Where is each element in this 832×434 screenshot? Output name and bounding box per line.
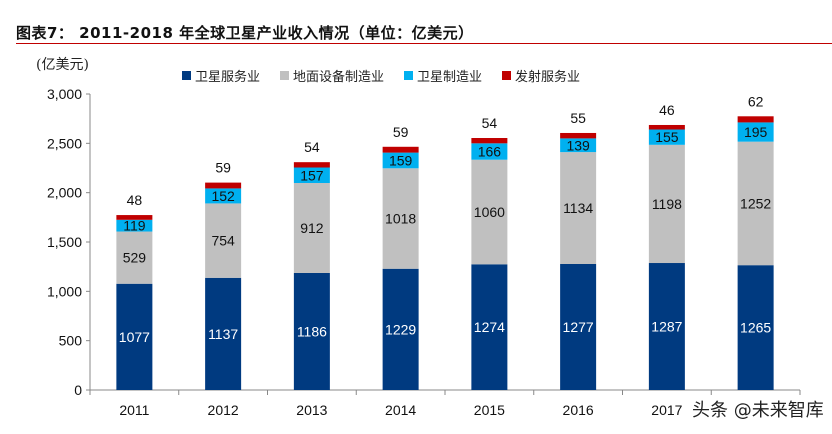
data-label: 912: [300, 220, 324, 236]
data-label: 1252: [740, 195, 771, 211]
y-tick-label: 2,000: [47, 185, 82, 201]
bar-segment: [471, 264, 508, 390]
y-axis-unit-label: (亿美元): [36, 57, 89, 73]
figure-title: 图表7： 2011-2018 年全球卫星产业收入情况（单位：亿美元）: [16, 24, 474, 42]
bar-segment: [205, 182, 242, 189]
legend-item: 发射服务业: [502, 66, 580, 85]
y-tick-label: 1,500: [47, 234, 82, 250]
bar-segment: [293, 272, 330, 390]
bar-segment: [205, 203, 242, 278]
bar-segment: [648, 263, 685, 390]
data-label: 195: [744, 124, 768, 140]
data-label: 55: [570, 110, 586, 126]
data-label: 157: [300, 167, 324, 183]
bar-segment: [382, 268, 419, 390]
legend-label: 卫星制造业: [417, 70, 483, 85]
data-label: 54: [304, 139, 320, 155]
x-tick-label: 2012: [208, 402, 239, 418]
legend-swatch: [404, 71, 414, 80]
data-label: 48: [127, 192, 143, 208]
watermark: 头条 @未来智库: [690, 400, 826, 422]
bar-segment: [648, 124, 685, 130]
data-label: 54: [482, 115, 498, 131]
data-label: 1186: [297, 323, 327, 339]
legend-item: 卫星制造业: [404, 66, 482, 85]
y-tick-label: 2,500: [47, 135, 82, 151]
data-label: 155: [655, 129, 679, 145]
data-label: 139: [566, 137, 590, 153]
x-tick-label: 2013: [296, 402, 327, 418]
y-tick-label: 0: [74, 382, 82, 398]
bar-segment: [116, 283, 153, 390]
x-tick-label: 2015: [474, 402, 505, 418]
bar-segment: [560, 132, 597, 139]
bar-segment: [382, 168, 419, 269]
bar-segment: [293, 162, 330, 168]
x-tick-label: 2016: [563, 402, 594, 418]
bar-segment: [382, 152, 419, 169]
bar-segment: [293, 167, 330, 183]
data-label: 59: [393, 124, 409, 140]
y-tick-label: 3,000: [47, 86, 82, 102]
legend: 卫星服务业 地面设备制造业 卫星制造业 发射服务业: [182, 66, 580, 85]
bar-segment: [560, 264, 597, 390]
data-label: 152: [211, 188, 235, 204]
data-label: 166: [478, 144, 502, 160]
data-label: 59: [215, 160, 231, 176]
data-label: 1134: [563, 200, 593, 216]
data-label: 1060: [474, 204, 505, 220]
bar-segment: [737, 141, 774, 266]
x-tick-label: 2011: [119, 402, 149, 418]
x-tick-label: 2014: [385, 402, 416, 418]
data-label: 529: [123, 250, 147, 266]
data-label: 62: [748, 93, 764, 109]
bar-segment: [648, 129, 685, 145]
bar-segment: [560, 152, 597, 265]
data-label: 754: [211, 233, 235, 249]
bar-segment: [116, 231, 153, 284]
bar-segment: [737, 122, 774, 142]
data-label: 1198: [652, 196, 682, 212]
bar-segment: [737, 116, 774, 123]
legend-item: 卫星服务业: [182, 66, 260, 85]
bar-segment: [382, 146, 419, 153]
data-label: 119: [123, 218, 146, 234]
legend-item: 地面设备制造业: [280, 66, 384, 85]
legend-label: 发射服务业: [515, 70, 581, 85]
bar-segment: [471, 143, 508, 160]
legend-swatch: [502, 71, 512, 80]
data-label: 1018: [385, 211, 416, 227]
x-tick-label: 2017: [651, 402, 682, 418]
data-label: 1229: [385, 321, 416, 337]
bar-segment: [116, 219, 153, 232]
bar-segment: [205, 188, 242, 204]
y-tick-label: 500: [59, 333, 83, 349]
data-label: 1277: [563, 319, 594, 335]
y-tick-label: 1,000: [47, 283, 82, 299]
bar-segment: [648, 144, 685, 264]
data-label: 46: [659, 102, 675, 118]
data-label: 159: [389, 152, 413, 168]
legend-swatch: [182, 71, 191, 80]
title-divider: [16, 43, 832, 44]
bar-segment: [471, 138, 508, 144]
data-label: 1274: [474, 319, 505, 335]
bar-segment: [560, 138, 597, 153]
bar-segment: [471, 159, 508, 265]
bar-segment: [116, 215, 153, 220]
bar-segment: [737, 265, 774, 390]
legend-label: 卫星服务业: [195, 70, 261, 85]
legend-swatch: [280, 71, 290, 80]
bar-segment: [205, 277, 242, 390]
legend-label: 地面设备制造业: [293, 70, 385, 85]
data-label: 1077: [119, 329, 150, 345]
data-label: 1137: [208, 326, 238, 342]
bar-segment: [293, 182, 330, 273]
data-label: 1287: [651, 319, 682, 335]
data-label: 1265: [740, 320, 771, 336]
